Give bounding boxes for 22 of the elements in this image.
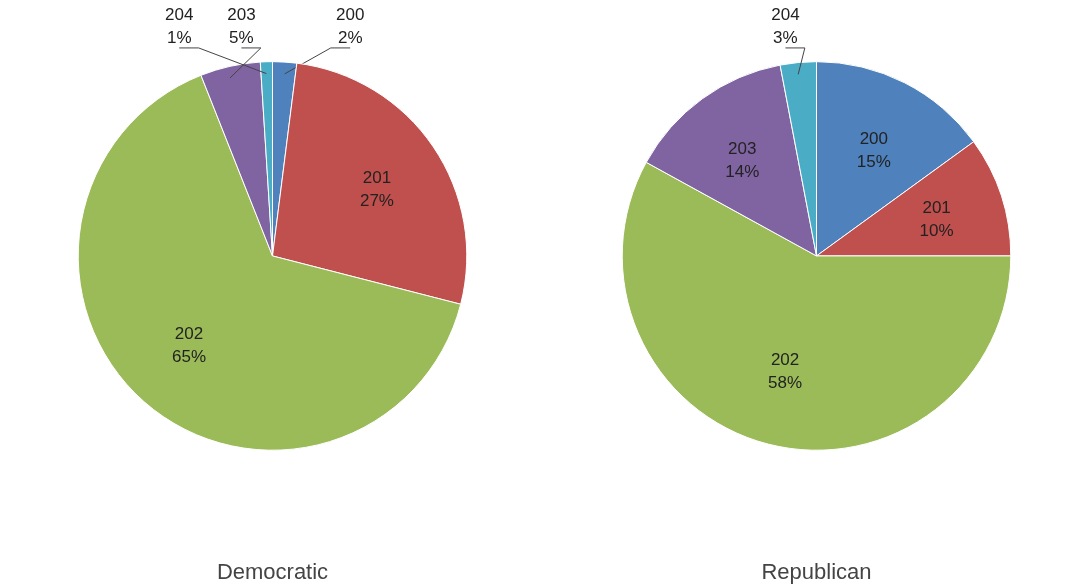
slice-label: 201 [362,168,392,188]
data-label: 14% [725,161,760,181]
data-label: 58% [768,372,803,392]
text: Republican [761,558,872,584]
slice-label: 202 [770,349,800,369]
data-label: 65% [171,346,206,366]
slice-label: 202 [174,323,204,343]
slice-label: 204 [165,5,194,25]
text: Democratic [216,558,329,584]
slice-label: 200 [336,5,365,25]
slice-label: 200 [859,129,889,149]
slice-label: 204 [771,5,800,25]
data-label: 3% [773,27,798,47]
data-label: 15% [856,152,891,172]
data-label: 1% [166,27,192,47]
data-label: 27% [359,191,394,211]
slice-label: 201 [922,198,951,218]
slice-label: 203 [227,5,256,25]
data-label: 5% [229,27,254,47]
data-label: 10% [919,221,954,241]
slice-label: 203 [728,139,757,159]
data-label: 2% [337,27,363,47]
